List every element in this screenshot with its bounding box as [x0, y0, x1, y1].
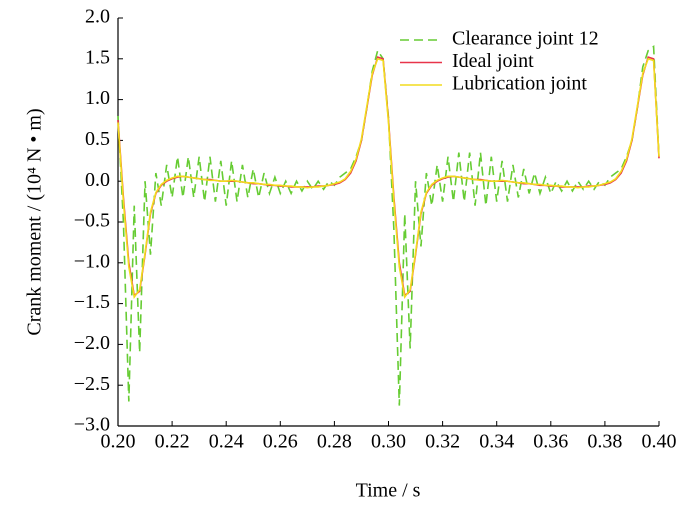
y-tick-label: −1.0	[74, 250, 110, 272]
y-tick-label: −2.5	[74, 373, 110, 395]
legend-label: Ideal joint	[452, 50, 534, 72]
x-tick-label: 0.40	[642, 431, 677, 453]
y-tick-label: −3.0	[74, 414, 110, 436]
y-tick-label: 1.5	[85, 46, 110, 68]
y-tick-label: 2.0	[85, 6, 110, 28]
y-tick-label: −0.5	[74, 210, 110, 232]
legend-label: Clearance joint 12	[452, 28, 599, 50]
legend-label: Lubrication joint	[452, 73, 587, 95]
y-tick-label: −1.5	[74, 291, 110, 313]
x-tick-label: 0.30	[371, 431, 406, 453]
x-tick-label: 0.38	[587, 431, 622, 453]
x-tick-label: 0.36	[533, 431, 568, 453]
x-tick-label: 0.24	[209, 431, 244, 453]
y-tick-label: 0.0	[85, 169, 110, 191]
data-line	[117, 57, 660, 300]
x-tick-label: 0.22	[155, 431, 190, 453]
x-axis-title: Time / s	[356, 480, 421, 502]
x-tick-label: 0.20	[101, 431, 136, 453]
y-tick-label: −2.0	[74, 332, 110, 354]
x-tick-label: 0.28	[317, 431, 352, 453]
y-tick-label: 0.5	[85, 128, 110, 150]
x-tick-label: 0.26	[263, 431, 298, 453]
y-axis-title: Crank moment / (10⁴ N • m)	[24, 108, 46, 335]
data-line	[117, 45, 660, 406]
y-tick-label: 1.0	[85, 87, 110, 109]
x-tick-label: 0.32	[425, 431, 460, 453]
x-tick-label: 0.34	[479, 431, 514, 453]
